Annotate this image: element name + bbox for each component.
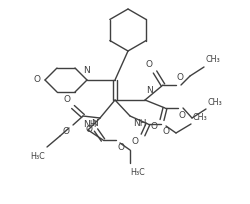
Text: NH: NH [83,120,96,129]
Text: CH₃: CH₃ [205,55,220,64]
Text: O: O [118,143,124,152]
Text: NH: NH [132,119,146,128]
Text: CH₃: CH₃ [207,98,222,107]
Text: H₃C: H₃C [30,152,45,161]
Text: O: O [34,75,41,84]
Text: O: O [86,124,93,133]
Text: O: O [176,73,183,82]
Text: N: N [146,86,152,95]
Text: O: O [162,127,169,136]
Text: O: O [132,137,138,146]
Text: O: O [146,60,152,69]
Text: H₃C: H₃C [130,168,144,177]
Text: O: O [63,127,70,136]
Text: O: O [150,122,157,131]
Text: N: N [91,119,97,128]
Text: N: N [83,66,90,75]
Text: CH₃: CH₃ [192,113,207,122]
Text: O: O [64,95,71,104]
Text: O: O [178,111,185,120]
